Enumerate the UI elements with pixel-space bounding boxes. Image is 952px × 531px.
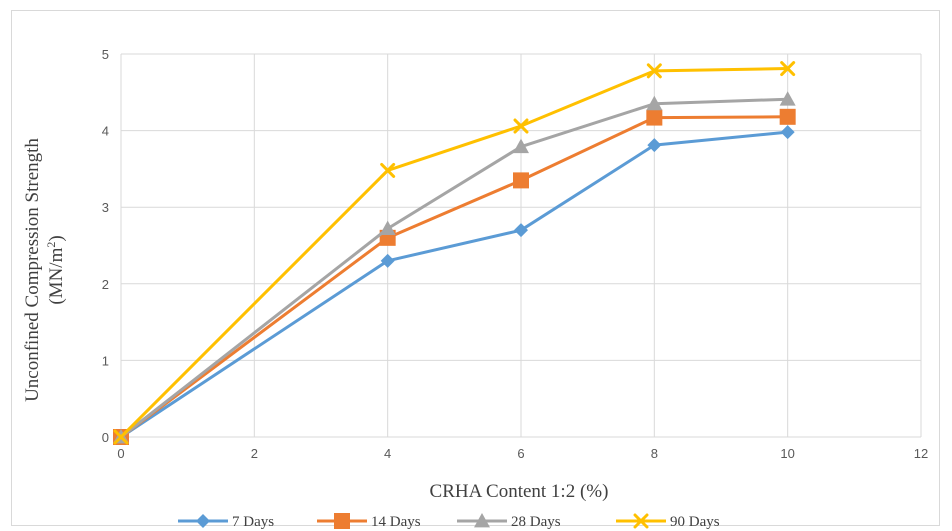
y-axis-unit-base: (MN/m (46, 247, 67, 304)
data-point-s3-0 (113, 429, 129, 445)
data-point-s3-1 (380, 162, 396, 178)
data-point-s0-1 (380, 253, 395, 268)
legend-marker-1 (334, 513, 350, 529)
legend-item-1: 14 Days (317, 513, 421, 530)
x-tick-label-4: 8 (651, 446, 658, 461)
legend-marker-0 (196, 514, 210, 528)
data-point-s2-1 (379, 220, 396, 236)
legend-label-0: 7 Days (232, 514, 274, 530)
data-point-s1-4 (779, 108, 796, 125)
series-line-2 (120, 97, 788, 439)
data-point-s3-0-stroke-b (113, 429, 129, 445)
data-point-s3-2 (513, 118, 529, 134)
y-tick-label-5: 5 (102, 47, 109, 62)
y-tick-label-3: 3 (102, 200, 109, 215)
y-axis-title-group: Unconfined Compression Strength (MN/m2) (22, 138, 67, 402)
series-1 (113, 108, 796, 445)
data-point-s1-2 (513, 172, 529, 189)
data-point-s0-2 (514, 223, 528, 238)
data-point-s3-2-stroke-b (513, 118, 529, 134)
y-axis-unit-superscript: 2 (44, 242, 58, 248)
x-tick-label-1: 2 (251, 446, 258, 461)
legend-label-3: 90 Days (670, 514, 720, 530)
data-point-s3-4-stroke-b (780, 61, 796, 77)
y-tick-label-0: 0 (102, 430, 109, 445)
legend-marker-2 (474, 513, 490, 528)
legend-marker-3-stroke-b (633, 513, 649, 529)
legend-item-3: 90 Days (616, 513, 720, 530)
y-tick-label-1: 1 (102, 353, 109, 368)
x-axis-title: CRHA Content 1:2 (%) (430, 481, 609, 502)
x-tick-label-5: 10 (780, 446, 794, 461)
y-tick-label-2: 2 (102, 277, 109, 292)
x-tick-label-2: 4 (384, 446, 391, 461)
data-point-s2-2 (513, 138, 529, 154)
data-point-s3-1-stroke-b (380, 162, 396, 178)
series-3 (113, 61, 796, 445)
series-line-0 (120, 130, 788, 439)
legend-label-2: 28 Days (511, 514, 561, 530)
y-axis-title-line2: (MN/m2) (44, 235, 67, 304)
y-axis-unit-end: ) (46, 235, 67, 241)
legend-item-0: 7 Days (178, 514, 274, 530)
series-group (113, 61, 796, 445)
x-tick-label-6: 12 (914, 446, 928, 461)
legend: 7 Days 14 Days 28 Days 90 Days (178, 513, 720, 530)
data-point-s2-3 (646, 95, 663, 111)
data-point-s2-4 (779, 91, 796, 106)
data-point-s1-3 (646, 109, 663, 126)
series-line-1 (120, 115, 788, 439)
series-2 (113, 91, 796, 444)
data-point-s0-4 (780, 125, 795, 140)
data-point-s3-4 (780, 61, 796, 77)
legend-label-1: 14 Days (371, 514, 421, 530)
series-0 (114, 125, 795, 444)
y-axis-title-line1: Unconfined Compression Strength (22, 138, 43, 402)
legend-marker-3 (633, 513, 649, 529)
grid-lines (120, 53, 922, 438)
x-tick-label-3: 6 (517, 446, 524, 461)
data-point-s3-3-stroke-b (646, 63, 662, 79)
y-tick-label-4: 4 (102, 124, 109, 139)
series-line-3 (119, 67, 788, 439)
legend-item-2: 28 Days (457, 513, 561, 530)
data-point-s3-3 (646, 63, 662, 79)
data-point-s0-3 (647, 138, 662, 153)
x-tick-label-0: 0 (117, 446, 124, 461)
